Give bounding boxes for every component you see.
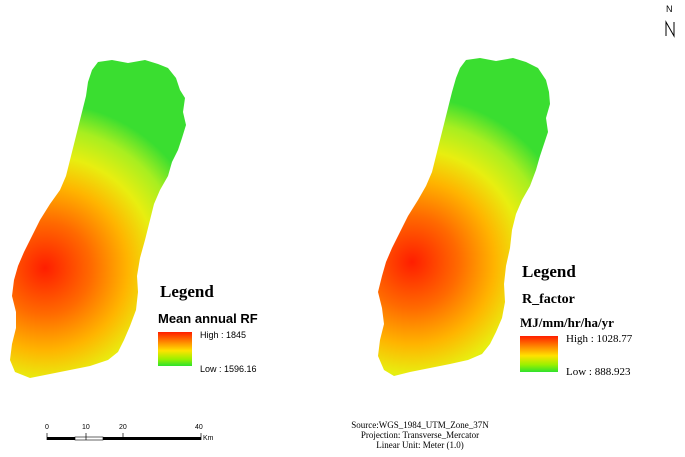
legend-unit-r-factor: MJ/mm/hr/ha/yr — [520, 315, 614, 330]
rainfall-map — [10, 60, 186, 378]
north-label: N — [666, 4, 673, 14]
scale-tick-20: 20 — [119, 424, 127, 431]
legend-ramp-r-factor — [520, 336, 558, 372]
legend-high-rainfall: High : 1845 — [200, 330, 247, 340]
legend-title-r-factor: Legend — [522, 262, 576, 281]
r-factor-surface — [378, 58, 550, 376]
scale-bar — [46, 433, 202, 441]
r-factor-map — [378, 58, 550, 376]
legend-field-r-factor: R_factor — [522, 292, 575, 307]
legend-high-r-factor: High : 1028.77 — [566, 333, 633, 345]
source-line-projection: Projection: Transverse_Mercator — [360, 430, 480, 440]
source-line-unit: Linear Unit: Meter (1.0) — [376, 440, 464, 450]
legend-low-rainfall: Low : 1596.16 — [200, 364, 257, 374]
source-note: Source:WGS_1984_UTM_Zone_37N Projection:… — [300, 420, 540, 450]
scale-tick-0: 0 — [45, 424, 49, 431]
scale-tick-10: 10 — [82, 424, 90, 431]
source-line-datum: Source:WGS_1984_UTM_Zone_37N — [351, 420, 489, 430]
legend-ramp-rainfall — [158, 332, 192, 366]
rainfall-surface — [10, 60, 186, 378]
legend-field-rainfall: Mean annual RF — [158, 311, 258, 326]
scale-unit: Km — [203, 435, 214, 442]
scale-tick-40: 40 — [195, 424, 203, 431]
north-arrow — [665, 20, 675, 38]
legend-low-r-factor: Low : 888.923 — [566, 366, 631, 378]
legend-title-rainfall: Legend — [160, 282, 214, 301]
north-arrow-icon — [665, 20, 675, 38]
